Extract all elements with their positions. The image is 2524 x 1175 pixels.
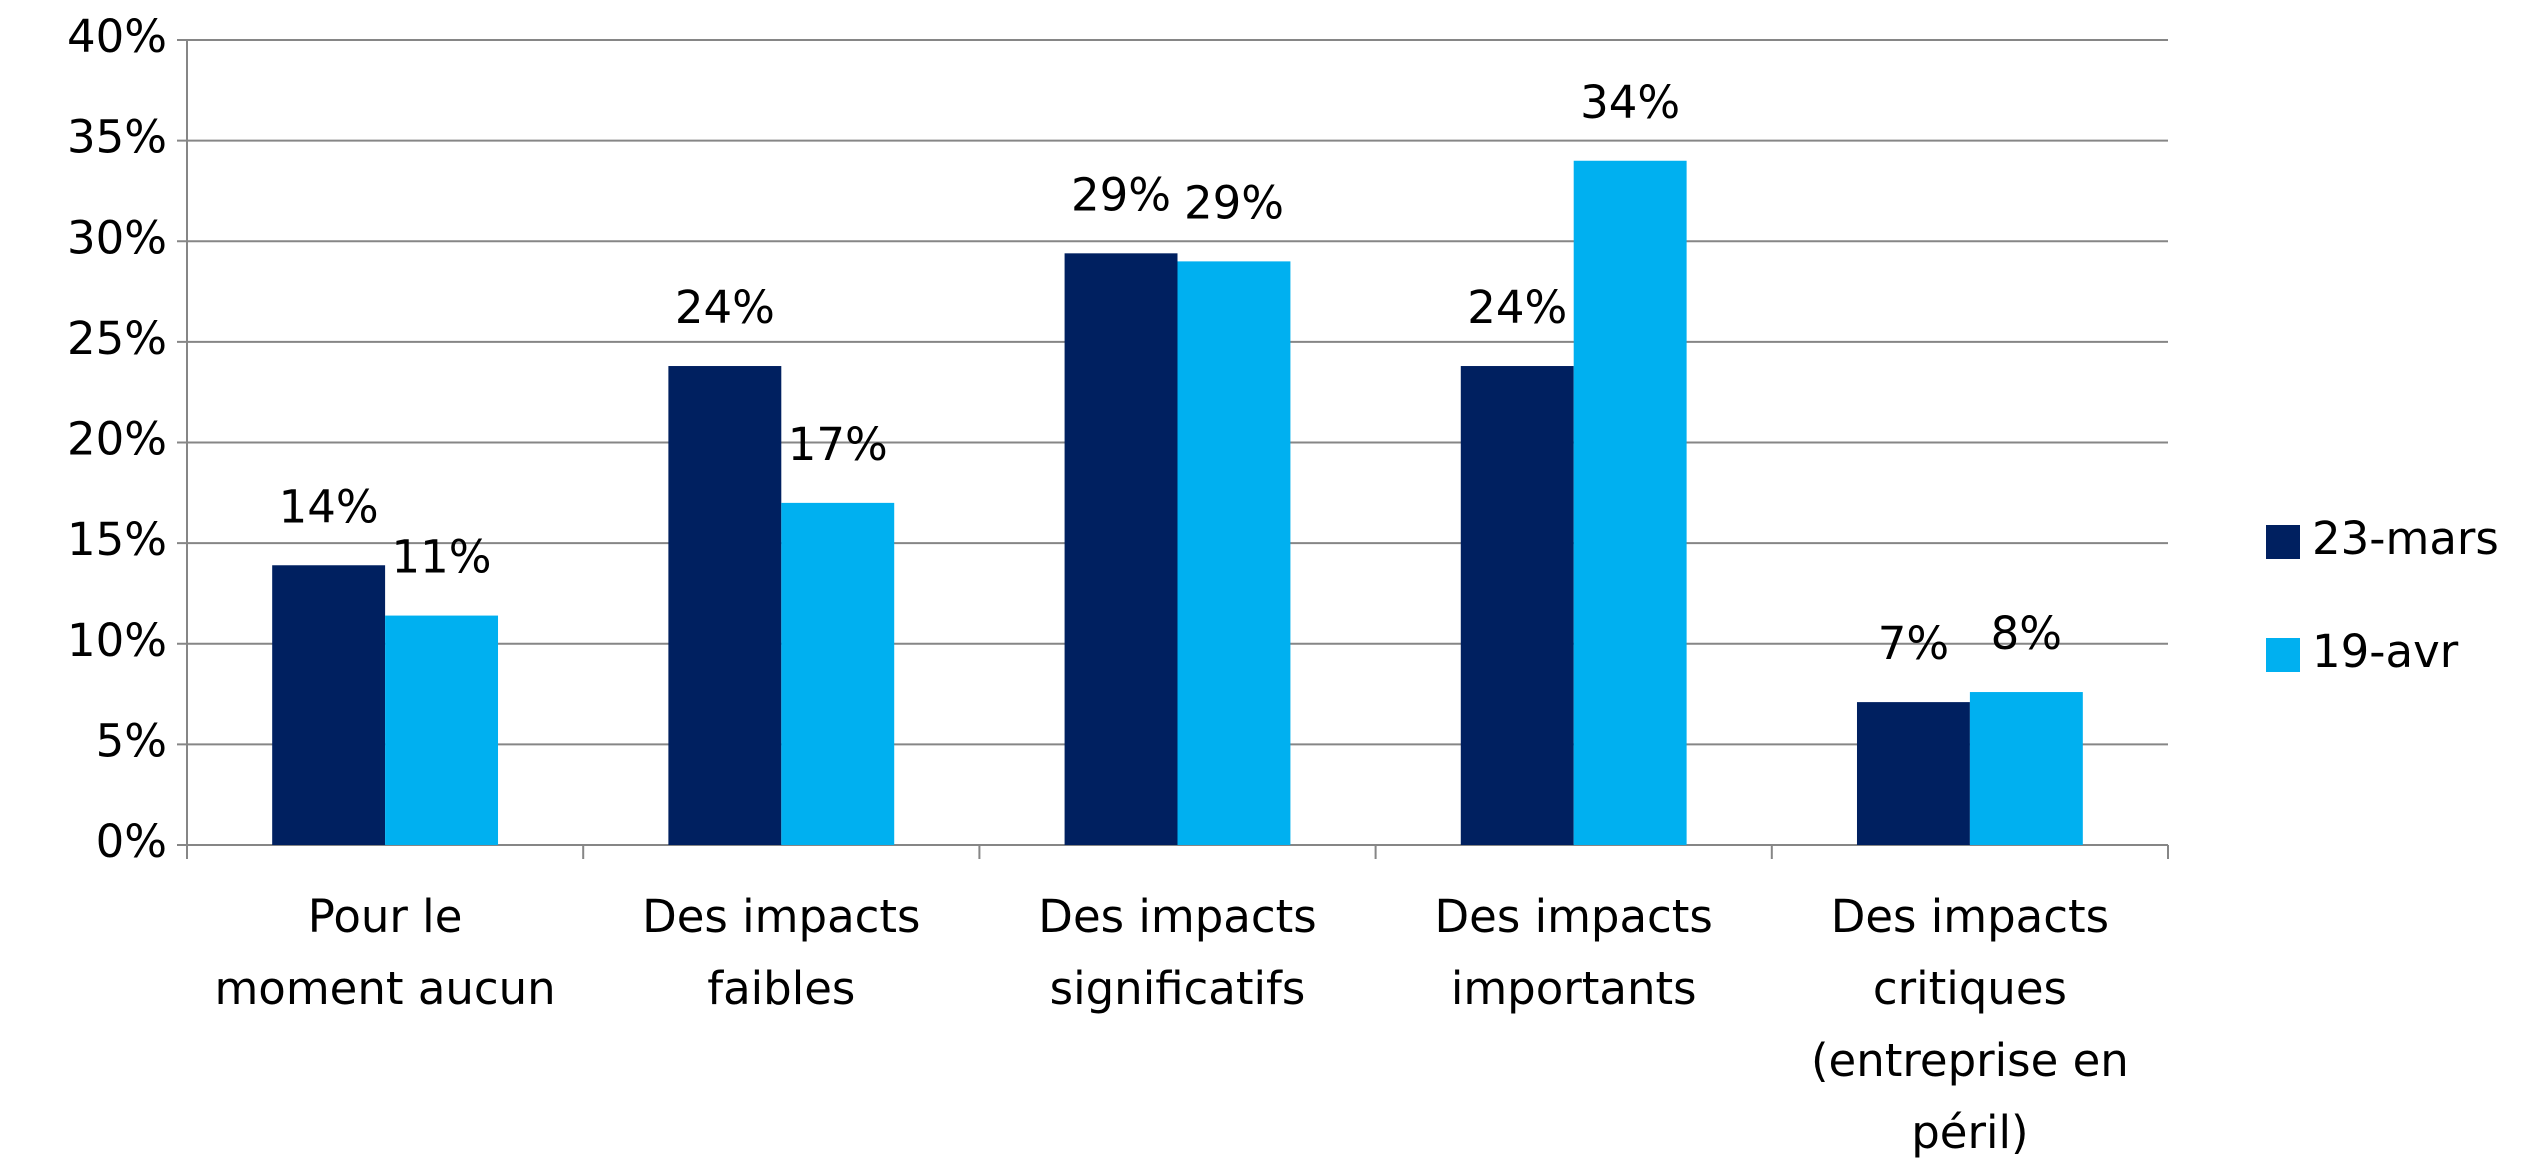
- x-tick-label: Des impacts critiques (entreprise en péril): [1811, 890, 2129, 1159]
- y-tick-label: 5%: [96, 714, 167, 767]
- y-tick-label: 40%: [67, 10, 167, 63]
- bar: [668, 366, 782, 845]
- y-tick-label: 35%: [67, 111, 167, 164]
- value-label: 24%: [1467, 281, 1567, 334]
- y-tick-label: 30%: [67, 211, 167, 264]
- bar: [1856, 702, 1970, 845]
- legend-label: 23-mars: [2312, 512, 2499, 565]
- x-tick-label: Des impacts faibles: [642, 890, 920, 1015]
- value-label: 17%: [788, 418, 888, 471]
- bar: [1064, 253, 1178, 845]
- value-label: 11%: [392, 531, 492, 584]
- y-tick-label: 0%: [96, 815, 167, 868]
- bar: [1573, 160, 1687, 845]
- bar: [1969, 692, 2083, 845]
- value-label: 8%: [1991, 607, 2062, 660]
- x-tick-label: Pour le moment aucun: [214, 890, 555, 1015]
- value-label: 29%: [1184, 176, 1284, 229]
- value-label: 24%: [675, 281, 775, 334]
- legend-label: 19-avr: [2312, 625, 2459, 678]
- legend-swatch: [2266, 525, 2300, 559]
- value-label: 14%: [279, 480, 379, 533]
- y-tick-label: 15%: [67, 513, 167, 566]
- legend-swatch: [2266, 638, 2300, 672]
- value-label: 29%: [1071, 168, 1171, 221]
- bar: [781, 502, 895, 845]
- bar: [385, 615, 499, 845]
- bar: [1460, 366, 1574, 845]
- y-tick-label: 20%: [67, 413, 167, 466]
- x-tick-label: Des impacts significatifs: [1038, 890, 1316, 1015]
- y-tick-label: 25%: [67, 312, 167, 365]
- value-label: 7%: [1878, 617, 1949, 670]
- x-tick-label: Des impacts importants: [1434, 890, 1712, 1015]
- y-tick-label: 10%: [67, 614, 167, 667]
- bar: [272, 565, 386, 845]
- bar: [1177, 261, 1291, 845]
- value-label: 34%: [1580, 76, 1680, 129]
